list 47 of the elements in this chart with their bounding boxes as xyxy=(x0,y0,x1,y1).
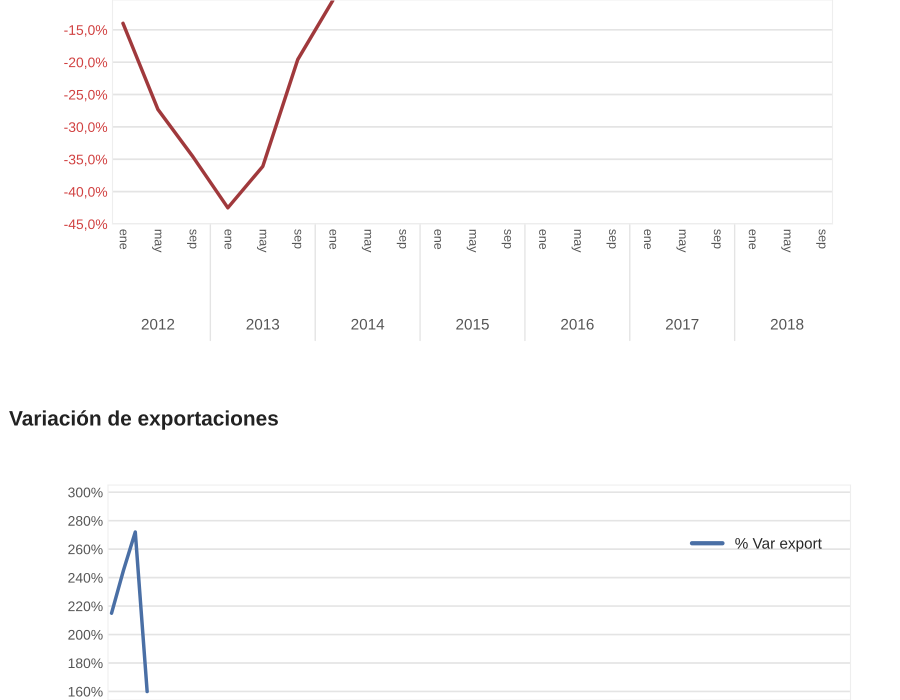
y-tick-label: 180% xyxy=(68,658,103,668)
chart-title: Variación de exportaciones xyxy=(9,410,278,430)
y-tick-label: -25,0% xyxy=(64,90,108,102)
x-tick-label: ene xyxy=(120,229,126,250)
x-tick-label: sep xyxy=(187,229,196,248)
x-tick-label: ene xyxy=(434,229,442,250)
x-tick-label: may xyxy=(466,230,476,252)
y-tick-label: -40,0% xyxy=(64,186,108,198)
text: 2016 xyxy=(561,318,594,330)
y-tick-label: 220% xyxy=(68,601,103,612)
y-tick-label: -15,0% xyxy=(64,25,108,37)
text: 2018 xyxy=(770,318,804,330)
text: 2013 xyxy=(246,318,280,330)
x-tick-label: sep xyxy=(396,229,406,248)
x-tick-label: may xyxy=(676,230,686,252)
y-tick-label: 300% xyxy=(68,488,103,498)
x-tick-label: ene xyxy=(224,229,232,250)
y-tick-label: -30,0% xyxy=(64,122,108,134)
legend-label: % Var export xyxy=(735,538,822,552)
line-series xyxy=(110,530,149,694)
y-tick-label: 260% xyxy=(68,544,103,554)
x-tick-label: sep xyxy=(711,229,721,248)
x-tick-label: may xyxy=(362,230,372,252)
text: 2014 xyxy=(351,318,384,330)
x-tick-label: may xyxy=(256,230,266,252)
x-tick-label: ene xyxy=(329,229,336,250)
x-tick-label: ene xyxy=(748,229,756,250)
x-tick-label: sep xyxy=(606,229,616,248)
x-tick-label: may xyxy=(152,230,162,252)
text: 2017 xyxy=(666,318,698,330)
x-tick-label: sep xyxy=(502,229,511,248)
y-tick-label: 240% xyxy=(68,572,103,583)
y-tick-label: -35,0% xyxy=(64,154,108,166)
y-tick-label: -20,0% xyxy=(64,57,108,69)
text: 2015 xyxy=(456,318,489,330)
line-series xyxy=(121,0,334,210)
y-tick-label: -45,0% xyxy=(64,219,108,231)
x-tick-label: sep xyxy=(816,229,826,248)
y-tick-label: 280% xyxy=(68,516,103,526)
text: 2012 xyxy=(142,318,174,330)
x-tick-label: sep xyxy=(292,229,302,248)
x-tick-label: may xyxy=(781,230,791,252)
y-tick-label: 200% xyxy=(68,630,103,640)
y-tick-label: 160% xyxy=(68,686,103,697)
x-tick-label: ene xyxy=(644,229,651,250)
x-tick-label: may xyxy=(572,230,581,252)
x-tick-label: ene xyxy=(539,229,546,250)
